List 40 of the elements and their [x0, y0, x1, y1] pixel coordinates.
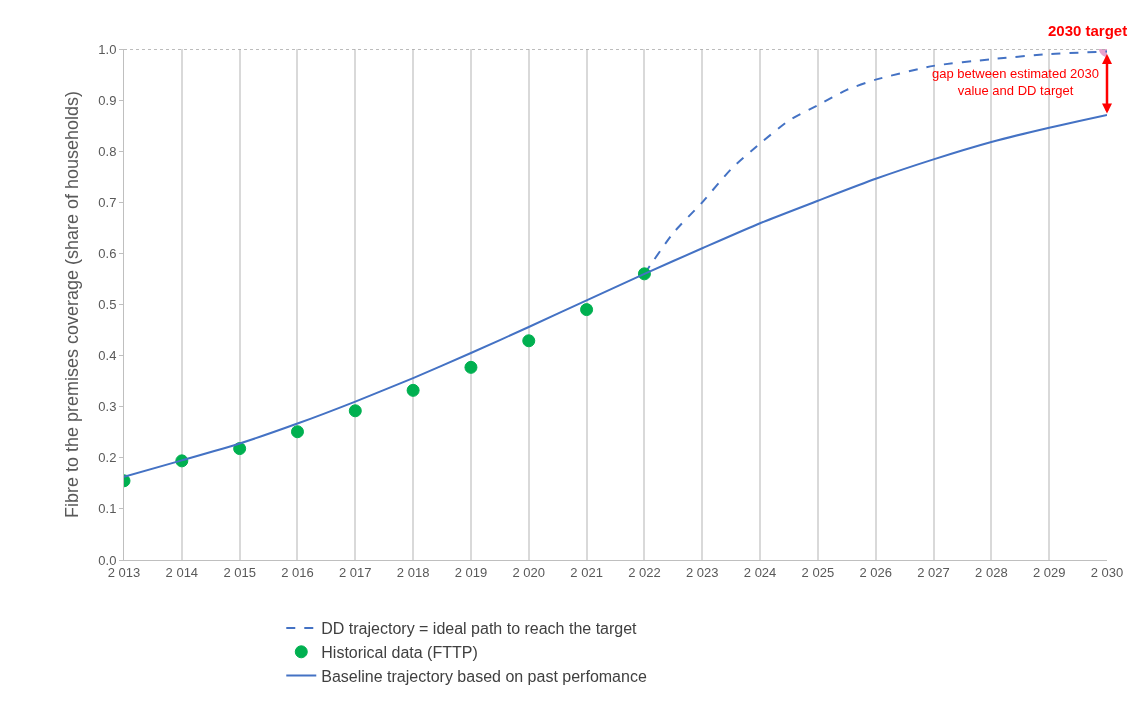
x-tick-label: 2 029: [1032, 564, 1066, 580]
x-tick-label: 2 022: [628, 564, 661, 580]
point: [522, 334, 536, 348]
x-tick-label: 2 016: [281, 564, 314, 580]
point: [464, 360, 478, 374]
annotation: 2030 target: [1048, 22, 1128, 39]
x-tick-label: 2 030: [1090, 564, 1124, 580]
point: [580, 303, 594, 317]
point: [233, 442, 247, 456]
y-tick-label: 0.8: [98, 143, 117, 159]
x-tick-label: 2 020: [512, 564, 546, 580]
y-axis-title: Fibre to the premises coverage (share of households): [62, 90, 82, 519]
x-tick-label: 2 018: [396, 564, 430, 580]
annotation: gap between estimated 2030 value and DD target: [932, 66, 1099, 98]
x-tick-label: 2 024: [743, 564, 777, 580]
x-tick-label: 2 019: [454, 564, 488, 580]
y-tick-label: 0.5: [98, 297, 117, 313]
y-tick-label: 0.9: [98, 92, 117, 108]
point: [406, 383, 420, 397]
x-tick-label: 2 028: [975, 564, 1008, 580]
legend-label: Baseline trajectory based on past perfomance: [321, 667, 647, 685]
point: [348, 404, 362, 418]
y-tick-label: 0.4: [98, 348, 117, 364]
x-tick-label: 2 014: [165, 564, 199, 580]
y-tick-label: 0.2: [98, 450, 117, 466]
y-tick-label: 1.0: [98, 41, 117, 57]
x-tick-label: 2 025: [801, 564, 835, 580]
x-tick-label: 2 027: [917, 564, 950, 580]
x-tick-label: 2 026: [859, 564, 892, 580]
legend-label: DD trajectory = ideal path to reach the target: [321, 620, 638, 638]
y-tick-label: 0.6: [98, 245, 117, 261]
x-tick-label: 2 017: [339, 564, 372, 580]
x-tick-label: 2 021: [570, 564, 603, 580]
x-tick-label: 2 023: [685, 564, 719, 580]
y-tick-label: 0.3: [98, 399, 117, 415]
point: [290, 425, 304, 439]
y-tick-label: 0.7: [98, 194, 117, 210]
x-tick-label: 2 015: [223, 564, 256, 580]
legend-label: Historical data (FTTP): [321, 644, 478, 662]
y-tick-label: 0.1: [98, 501, 117, 517]
